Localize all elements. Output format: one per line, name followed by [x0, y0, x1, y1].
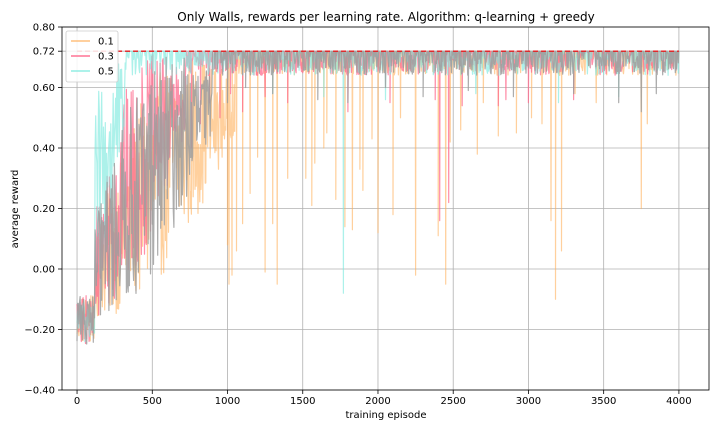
data-series	[76, 50, 680, 345]
y-tick-label: −0.20	[24, 325, 55, 336]
legend-label: 0.1	[98, 37, 114, 48]
legend-label: 0.5	[98, 67, 114, 78]
legend-box	[65, 30, 119, 83]
y-tick-label: 0.00	[33, 265, 55, 276]
x-axis-label: training episode	[345, 410, 426, 421]
y-tick-label: 0.60	[33, 83, 55, 94]
chart-title: Only Walls, rewards per learning rate. A…	[177, 10, 594, 24]
x-tick-label: 500	[143, 396, 162, 407]
y-tick-label: 0.80	[33, 23, 55, 34]
y-tick-label: −0.40	[24, 386, 55, 397]
x-tick-label: 1500	[290, 396, 315, 407]
x-tick-label: 4000	[666, 396, 691, 407]
y-tick-label: 0.72	[33, 47, 55, 58]
y-axis-label: average reward	[10, 170, 21, 249]
series-line-3	[76, 50, 680, 345]
y-tick-label: 0.20	[33, 204, 55, 215]
x-tick-label: 3500	[591, 396, 616, 407]
legend-label: 0.3	[98, 52, 114, 63]
x-tick-label: 0	[74, 396, 80, 407]
y-tick-label: 0.40	[33, 144, 55, 155]
x-tick-label: 2000	[365, 396, 390, 407]
axes: 0 500 1000 1500 2000 2500 3000 3500 4000 −0.40 −0.…	[24, 23, 710, 407]
x-tick-label: 3000	[516, 396, 541, 407]
x-tick-label: 1000	[215, 396, 240, 407]
legend: 0.1 0.3 0.5	[65, 30, 119, 83]
x-tick-label: 2500	[440, 396, 465, 407]
